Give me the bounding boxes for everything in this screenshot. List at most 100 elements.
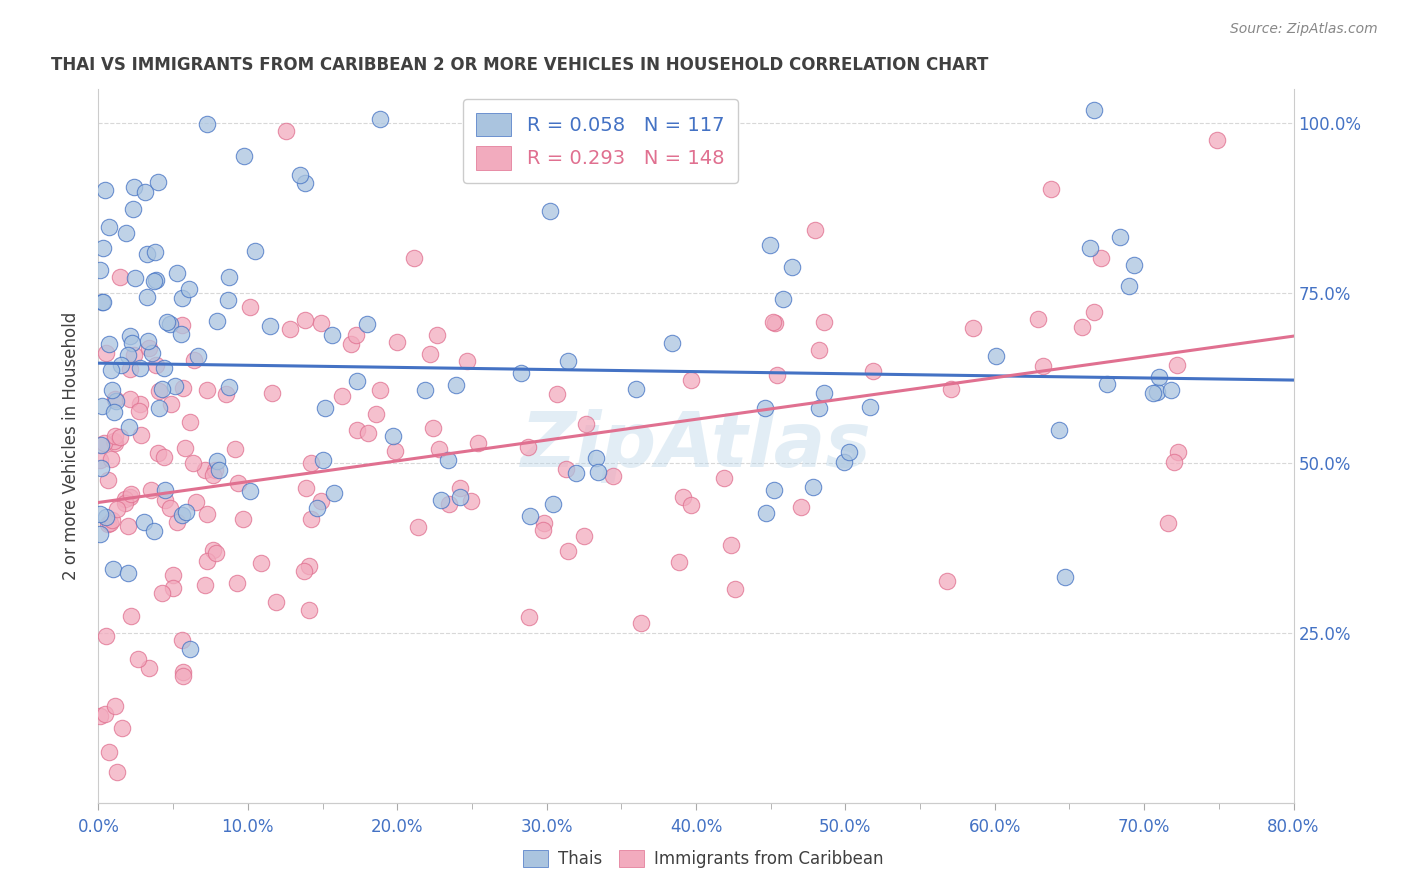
Point [181,456,204,470]
Point [143,274,166,288]
Point [661,335,683,350]
Point [91,400,114,414]
Point [117,518,139,533]
Point [143,244,166,259]
Point [290,168,312,182]
Point [89,508,111,522]
Point [602,468,624,483]
Point [114,492,136,507]
Point [356,426,378,441]
Point [103,405,125,419]
Point [98,220,121,235]
Point [962,321,984,335]
Point [297,559,319,574]
Point [93,436,115,450]
Point [404,252,426,266]
Point [195,554,218,568]
Point [557,353,579,368]
Point [538,204,561,219]
Point [108,270,131,285]
Point [98,516,121,530]
Point [312,453,335,467]
Point [135,290,157,304]
Point [1160,384,1182,398]
Point [104,394,127,409]
Point [1163,455,1185,469]
Point [1123,259,1146,273]
Point [565,467,588,481]
Y-axis label: 2 or more Vehicles in Household: 2 or more Vehicles in Household [62,312,80,580]
Point [129,397,152,411]
Point [204,463,226,477]
Point [782,260,804,274]
Point [364,407,387,421]
Point [681,373,703,387]
Point [105,764,128,779]
Point [626,382,648,396]
Point [208,462,231,476]
Point [446,378,468,392]
Point [104,428,127,442]
Point [671,491,693,505]
Point [813,315,835,329]
Point [91,295,114,310]
Point [148,384,170,399]
Point [172,318,194,332]
Point [429,493,451,508]
Point [184,495,207,509]
Point [557,543,579,558]
Point [166,515,188,529]
Point [1157,516,1180,530]
Point [194,463,217,477]
Point [97,516,120,531]
Point [766,368,789,382]
Point [104,435,127,450]
Point [813,386,835,401]
Point [146,446,169,460]
Point [155,492,177,507]
Point [427,442,450,457]
Point [114,226,136,240]
Point [807,401,830,415]
Point [122,202,145,217]
Point [1142,385,1164,400]
Point [449,482,471,496]
Point [314,401,336,416]
Point [541,497,564,511]
Point [195,117,218,131]
Point [120,609,142,624]
Point [97,473,120,487]
Point [94,346,117,360]
Point [110,358,132,372]
Point [118,392,141,406]
Point [136,334,159,348]
Point [330,389,353,403]
Point [187,349,209,363]
Point [510,366,533,380]
Point [1083,103,1105,117]
Point [96,510,118,524]
Point [763,483,786,497]
Point [179,642,201,657]
Point [159,318,181,332]
Point [170,327,193,342]
Point [114,496,136,510]
Point [449,490,471,504]
Point [103,434,125,449]
Point [384,444,406,458]
Point [1147,369,1170,384]
Point [572,529,595,543]
Point [772,292,794,306]
Point [1166,359,1188,373]
Point [90,295,112,310]
Point [138,342,160,356]
Point [939,382,962,396]
Point [118,490,141,504]
Point [754,401,776,415]
Point [1167,444,1189,458]
Point [299,512,322,526]
Point [1078,242,1101,256]
Point [713,470,735,484]
Legend: Thais, Immigrants from Caribbean: Thais, Immigrants from Caribbean [516,843,890,875]
Point [121,336,143,351]
